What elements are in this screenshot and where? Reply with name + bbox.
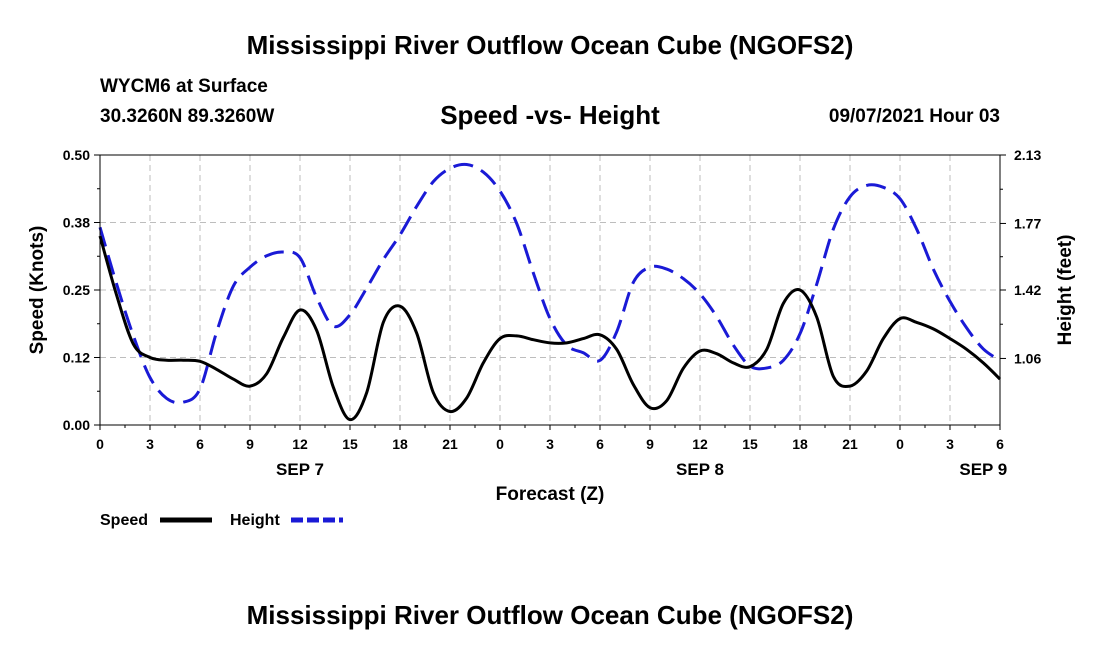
x-tick-label: 21 (442, 436, 458, 452)
x-tick-label: 3 (946, 436, 954, 452)
x-axis-title: Forecast (Z) (496, 484, 605, 505)
chart-grid (100, 155, 1000, 425)
x-tick-label: 0 (896, 436, 904, 452)
y-right-tick-label: 2.13 (1014, 147, 1041, 163)
date-label: SEP 7 (276, 460, 324, 479)
chart-series-layer (98, 162, 1002, 422)
x-tick-label: 12 (292, 436, 308, 452)
page-title: Mississippi River Outflow Ocean Cube (NG… (246, 30, 854, 60)
footer-title: Mississippi River Outflow Ocean Cube (NG… (246, 600, 854, 630)
x-tick-label: 0 (96, 436, 104, 452)
chart-axes: 0 3 6 9 12 15 18 21 0 3 6 9 12 15 18 21 0 3 6 0.00 0.12 0.25 0… (27, 147, 1076, 505)
legend-label-height: Height (230, 512, 280, 529)
x-tick-label: 6 (596, 436, 604, 452)
y-right-tick-label: 1.06 (1014, 350, 1041, 366)
x-tick-label: 18 (792, 436, 808, 452)
y-right-tick-label: 1.42 (1014, 282, 1041, 298)
x-tick-label: 18 (392, 436, 408, 452)
series-line-height (98, 162, 1001, 405)
x-tick-label: 6 (996, 436, 1004, 452)
x-tick-label: 3 (146, 436, 154, 452)
y-left-tick-label: 0.25 (63, 282, 90, 298)
x-tick-label: 3 (546, 436, 554, 452)
chart-legend: Speed Height (100, 512, 343, 529)
datetime-label: 09/07/2021 Hour 03 (828, 106, 1000, 127)
station-label: WYCM6 at Surface (100, 76, 268, 97)
x-tick-label: 6 (196, 436, 204, 452)
y-left-tick-label: 0.00 (63, 417, 90, 433)
series-line-speed (98, 235, 1002, 422)
y-right-axis-title: Height (feet) (1055, 235, 1076, 346)
x-tick-label: 15 (342, 436, 358, 452)
x-tick-label: 15 (742, 436, 758, 452)
legend-label-speed: Speed (100, 512, 148, 529)
y-left-tick-label: 0.38 (63, 215, 90, 231)
plot-title: Speed -vs- Height (440, 100, 660, 130)
x-tick-label: 9 (646, 436, 654, 452)
y-right-tick-label: 1.77 (1014, 215, 1041, 231)
x-tick-label: 0 (496, 436, 504, 452)
x-tick-label: 21 (842, 436, 858, 452)
date-label: SEP 8 (676, 460, 724, 479)
x-tick-label: 12 (692, 436, 708, 452)
date-label: SEP 9 (959, 460, 1007, 479)
y-left-axis-title: Speed (Knots) (27, 226, 48, 355)
y-left-tick-label: 0.50 (63, 147, 90, 163)
x-tick-label: 9 (246, 436, 254, 452)
coordinates-label: 30.3260N 89.3260W (100, 106, 275, 127)
y-left-tick-label: 0.12 (63, 350, 90, 366)
